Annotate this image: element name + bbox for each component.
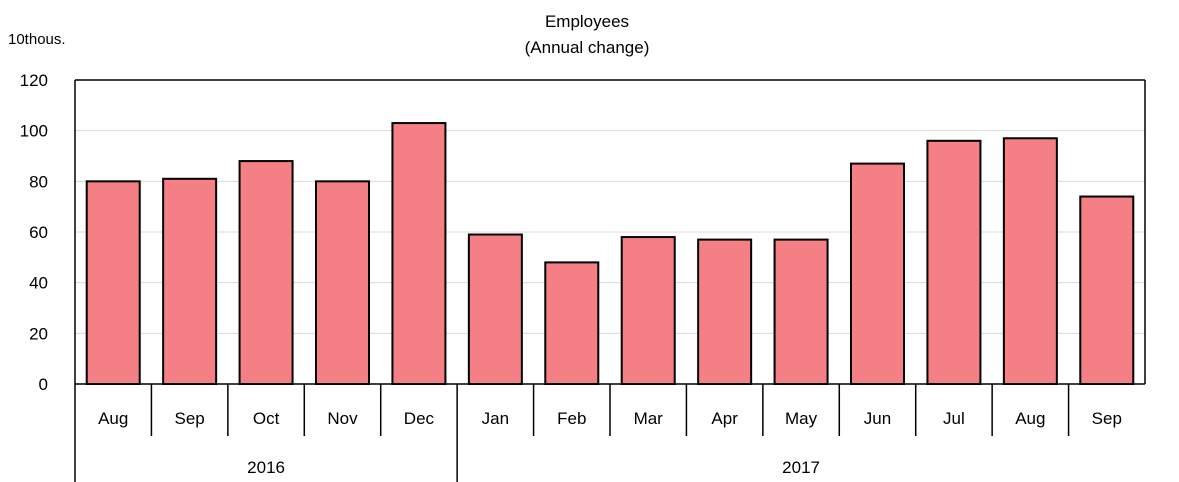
bar [1079,195,1135,385]
chart-title: Employees [545,12,629,31]
x-tick-label: May [785,409,818,428]
x-tick-label: Jul [943,409,965,428]
x-tick-label: Oct [253,409,280,428]
y-tick-label: 80 [29,172,48,191]
y-tick-label: 100 [20,122,48,141]
bar [620,236,676,385]
x-tick-label: Dec [404,409,435,428]
x-tick-label: Sep [175,409,205,428]
y-tick-label: 40 [29,274,48,293]
axes [74,79,1146,482]
bar [85,180,141,385]
bar [315,180,370,385]
year-group-label: 2017 [782,458,820,477]
grid-lines [75,130,1145,334]
bar [697,238,753,385]
bar [544,261,600,385]
bar [850,162,905,385]
axis-labels: 0 20 40 60 80 100 120 Aug Sep Oct Nov Dec Jan Feb Mar A… [20,71,1122,477]
bar [1002,137,1058,385]
bar [773,238,829,385]
chart-subtitle: (Annual change) [525,38,650,57]
x-tick-label: Mar [634,409,664,428]
bar [238,160,294,385]
bar [467,233,523,385]
y-axis-unit-label: 10thous. [8,31,66,48]
x-tick-label: Jun [864,409,891,428]
bar [162,177,218,385]
x-tick-label: Aug [98,409,128,428]
year-group-label: 2016 [247,458,285,477]
bar [391,122,447,385]
x-tick-label: Sep [1092,409,1122,428]
y-tick-label: 60 [29,223,48,242]
x-tick-label: Apr [711,409,738,428]
bar [926,139,982,385]
y-tick-label: 120 [20,71,48,90]
bars [85,122,1135,385]
x-tick-label: Feb [557,409,586,428]
x-tick-label: Jan [482,409,509,428]
y-tick-label: 0 [39,375,48,394]
x-tick-label: Aug [1015,409,1045,428]
y-tick-label: 20 [29,324,48,343]
x-tick-label: Nov [327,409,358,428]
